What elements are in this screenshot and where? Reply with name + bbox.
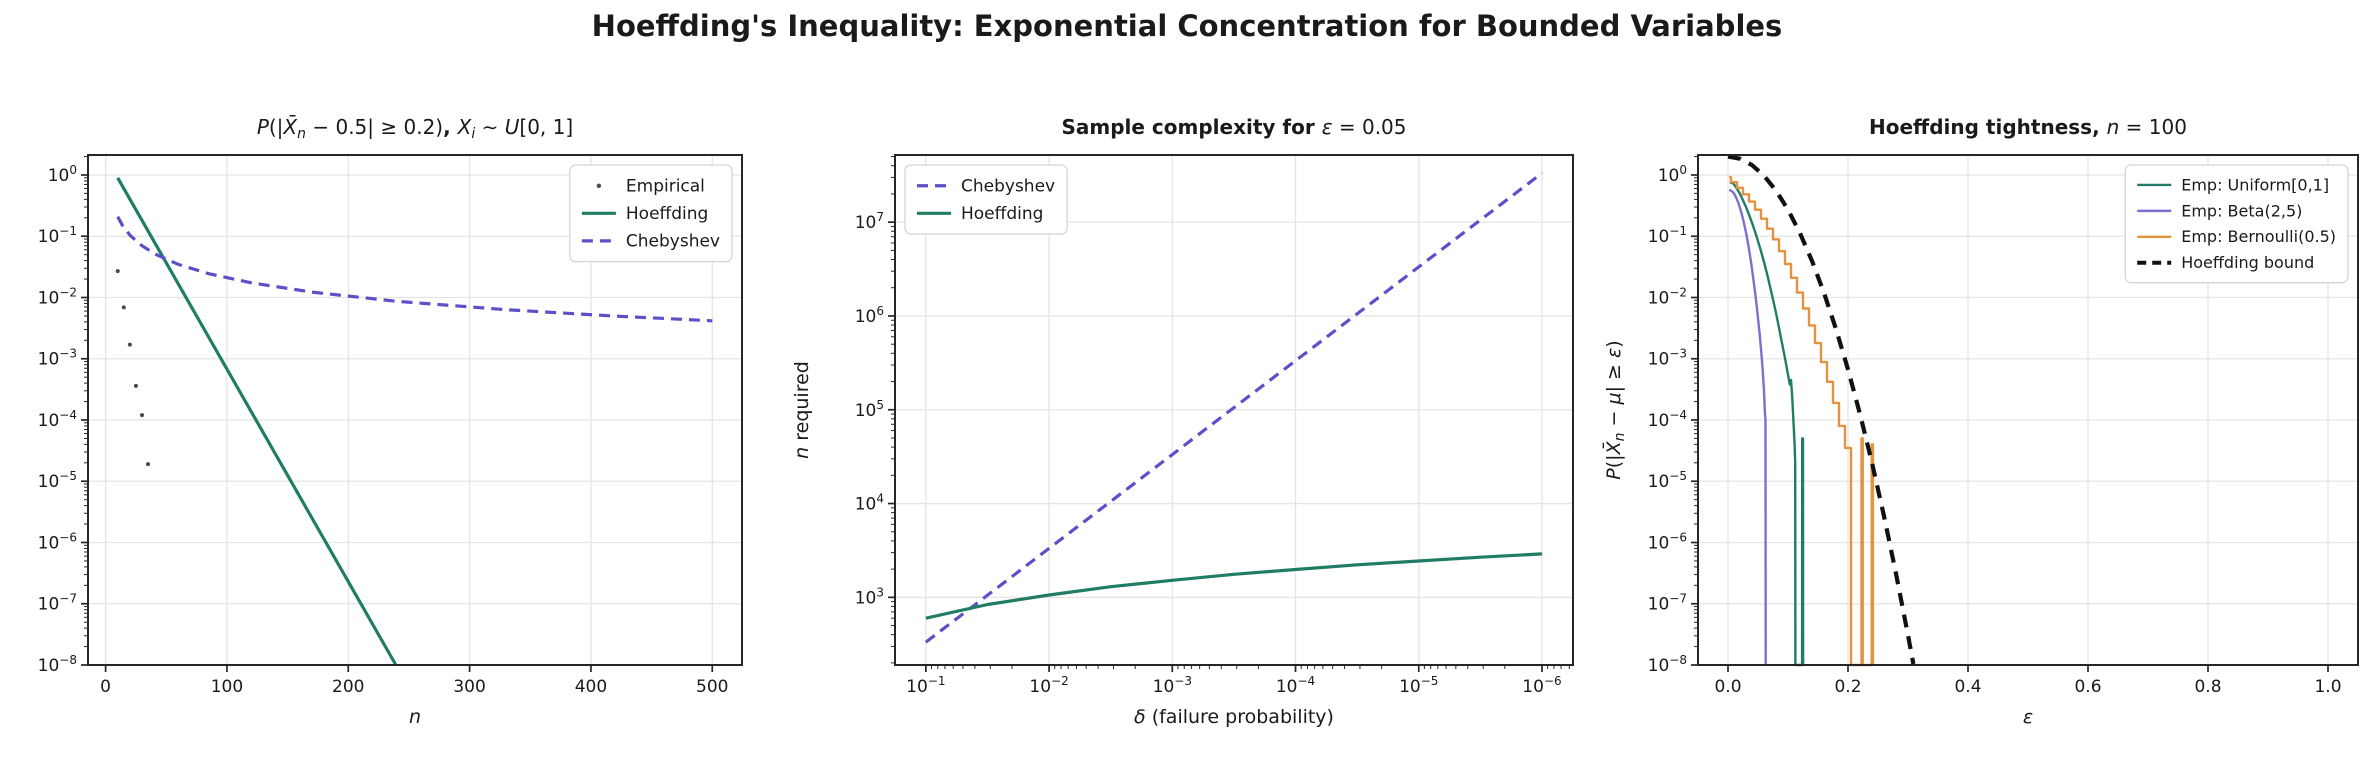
x-axis: 10−1 10−2 10−3 10−4 10−5 10−6 [906,665,1570,697]
svg-text:Chebyshev: Chebyshev [626,232,720,252]
svg-text:10−2: 10−2 [1029,674,1068,697]
svg-text:1.0: 1.0 [2314,677,2341,697]
series-emp-beta [1728,188,1767,666]
series-hoeffding-bound [1727,154,1916,665]
svg-text:Empirical: Empirical [626,177,705,197]
series-chebyshev [116,215,713,323]
svg-text:104: 104 [855,492,884,515]
svg-text:10−8: 10−8 [38,653,77,676]
svg-text:105: 105 [855,398,884,421]
plot-frame [1697,154,2359,666]
svg-text:0.2: 0.2 [1834,677,1861,697]
svg-text:10−5: 10−5 [1399,674,1438,697]
x-axis: 0 100 200 300 400 500 [100,665,728,697]
svg-text:10−5: 10−5 [1648,469,1687,492]
svg-text:100: 100 [1658,163,1687,186]
series-hoeffding [925,552,1543,620]
plot-hoeffding-tightness: 0.0 0.2 0.4 0.6 0.8 1.0 100 10−1 10−2 10−3 10−4 10−… [1601,115,2359,728]
y-axis: 100 10−1 10−2 10−3 10−4 10−5 10−6 10−7 10−8 [38,156,88,676]
legend: Emp: Uniform[0,1] Emp: Beta(2,5) Emp: Bern… [2124,164,2349,284]
svg-text:0.8: 0.8 [2194,677,2221,697]
svg-text:10−6: 10−6 [38,530,77,553]
svg-text:10−1: 10−1 [906,674,945,697]
svg-text:10−2: 10−2 [38,285,77,308]
svg-text:Hoeffding bound: Hoeffding bound [2181,253,2314,272]
svg-text:Emp: Uniform[0,1]: Emp: Uniform[0,1] [2181,175,2329,194]
x-axis: 0.0 0.2 0.4 0.6 0.8 1.0 [1714,665,2342,697]
legend: Empirical Hoeffding Chebyshev [569,164,733,263]
svg-text:10−3: 10−3 [1153,674,1192,697]
svg-text:0.6: 0.6 [2074,677,2101,697]
svg-text:300: 300 [453,677,485,697]
y-axis-label: P(|X̄n − μ| ≥ ε) [1601,340,1628,479]
svg-text:10−2: 10−2 [1648,285,1687,308]
svg-text:400: 400 [575,677,607,697]
plot-sample-complexity: 10−1 10−2 10−3 10−4 10−5 10−6 107 106 105 104 103 δ… [791,115,1574,728]
plot-frame [87,154,743,666]
series-empirical [115,269,151,467]
legend: Chebyshev Hoeffding [904,164,1068,235]
plot-title: P(|X̄n − 0.5| ≥ 0.2), Xi ∼ U[0, 1] [257,114,573,142]
svg-text:106: 106 [855,304,884,327]
svg-text:100: 100 [48,163,77,186]
svg-text:Emp: Beta(2,5): Emp: Beta(2,5) [2181,201,2302,220]
x-axis-label: ε [2023,706,2033,728]
svg-text:10−7: 10−7 [38,592,77,615]
series-emp-uniform [1729,181,1805,667]
x-axis-label: δ (failure probability) [1134,706,1334,728]
svg-text:0.0: 0.0 [1714,677,1741,697]
y-axis-label: n required [791,361,813,459]
svg-text:10−1: 10−1 [38,224,77,247]
svg-text:0: 0 [100,677,111,697]
svg-text:10−4: 10−4 [1648,408,1687,431]
plot-title: Hoeffding tightness, n = 100 [1869,115,2187,139]
series-chebyshev [924,171,1543,644]
svg-text:0.4: 0.4 [1954,677,1981,697]
svg-text:10−6: 10−6 [1648,530,1687,553]
legend-marker-dot [596,183,602,188]
svg-text:Hoeffding: Hoeffding [626,204,708,224]
svg-text:10−3: 10−3 [1648,347,1687,370]
svg-text:10−6: 10−6 [1522,674,1561,697]
svg-text:10−4: 10−4 [38,408,77,431]
svg-text:10−3: 10−3 [38,347,77,370]
svg-text:10−1: 10−1 [1648,224,1687,247]
svg-text:Chebyshev: Chebyshev [961,177,1055,197]
y-axis: 100 10−1 10−2 10−3 10−4 10−5 10−6 10−7 10−8 [1648,156,1698,676]
y-axis: 107 106 105 104 103 [855,156,895,664]
svg-text:200: 200 [332,677,364,697]
svg-text:10−7: 10−7 [1648,592,1687,615]
svg-text:Emp: Bernoulli(0.5): Emp: Bernoulli(0.5) [2181,227,2336,246]
svg-text:500: 500 [696,677,728,697]
svg-text:10−4: 10−4 [1276,674,1315,697]
svg-text:Hoeffding: Hoeffding [961,204,1043,224]
svg-text:10−8: 10−8 [1648,653,1687,676]
x-axis-label: n [409,706,421,728]
plot-title: Sample complexity for ε = 0.05 [1061,115,1406,139]
svg-text:10−5: 10−5 [38,469,77,492]
figure-title: Hoeffding's Inequality: Exponential Conc… [592,9,1783,43]
svg-text:107: 107 [855,210,884,233]
svg-text:103: 103 [855,585,884,608]
plot-empirical-vs-bounds: 0 100 200 300 400 50010010−110−210−310−410−51… [38,114,743,728]
svg-text:100: 100 [211,677,243,697]
series-emp-bernoulli [1729,176,1875,667]
series-hoeffding [116,177,397,666]
